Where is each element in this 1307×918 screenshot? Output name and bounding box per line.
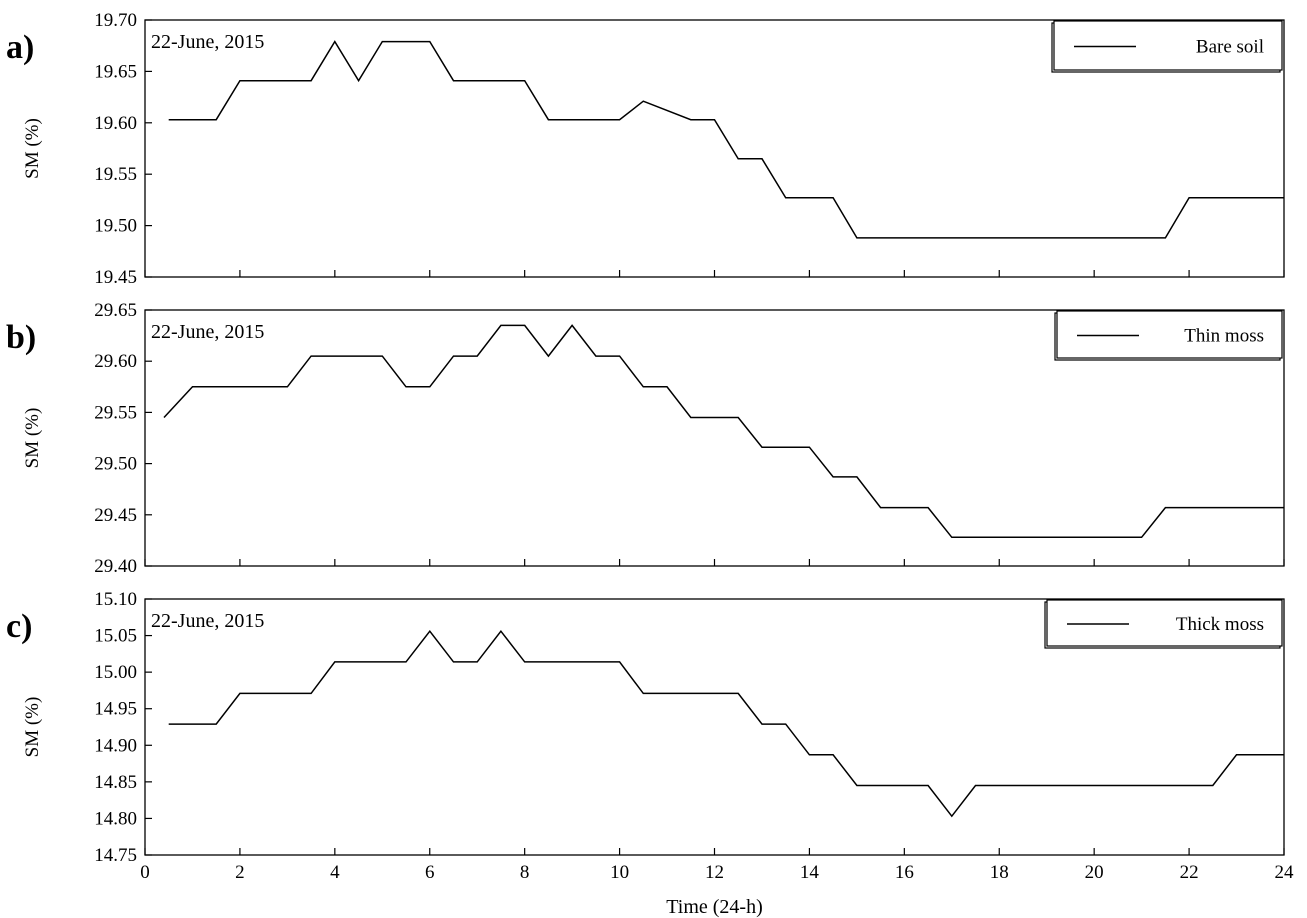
y-tick-label: 19.55 (94, 164, 137, 185)
y-axis-label: SM (%) (22, 697, 43, 758)
x-tick-label: 24 (1275, 862, 1295, 883)
y-tick-label: 14.85 (94, 772, 137, 793)
x-tick-label: 16 (895, 862, 914, 883)
y-axis-label: SM (%) (22, 408, 43, 469)
x-tick-label: 20 (1085, 862, 1104, 883)
y-axis-label: SM (%) (22, 118, 43, 179)
legend-box (1056, 310, 1283, 359)
y-tick-label: 19.50 (94, 216, 137, 237)
series-line-thick-moss (168, 629, 1284, 818)
y-tick-label: 15.00 (94, 662, 137, 683)
y-tick-label: 19.60 (94, 113, 137, 134)
y-tick-label: 14.90 (94, 735, 137, 756)
y-tick-label: 29.40 (94, 556, 137, 577)
legend-box (1046, 599, 1283, 647)
panel-label: a) (6, 29, 34, 66)
y-tick-label: 29.45 (94, 505, 137, 526)
panel-label: b) (6, 319, 36, 356)
x-tick-label: 12 (705, 862, 724, 883)
date-annotation: 22-June, 2015 (151, 321, 264, 343)
y-tick-label: 15.05 (94, 626, 137, 647)
y-tick-label: 14.80 (94, 808, 137, 829)
legend-box (1053, 20, 1283, 71)
panel-label: c) (6, 608, 32, 645)
legend-label: Bare soil (1196, 37, 1264, 58)
y-tick-label: 29.50 (94, 454, 137, 475)
x-tick-label: 6 (425, 862, 435, 883)
y-tick-label: 14.95 (94, 699, 137, 720)
x-tick-label: 0 (140, 862, 150, 883)
x-axis-label: Time (24-h) (666, 896, 762, 918)
y-tick-label: 19.70 (94, 10, 137, 31)
x-tick-label: 10 (610, 862, 629, 883)
series-line-thin-moss (163, 324, 1284, 539)
date-annotation: 22-June, 2015 (151, 31, 264, 53)
legend-label: Thick moss (1176, 614, 1264, 635)
x-tick-label: 2 (235, 862, 245, 883)
date-annotation: 22-June, 2015 (151, 610, 264, 632)
y-tick-label: 15.10 (94, 589, 137, 610)
series-line-bare-soil (168, 40, 1284, 239)
y-tick-label: 14.75 (94, 845, 137, 866)
y-tick-label: 29.55 (94, 402, 137, 423)
y-tick-label: 29.65 (94, 300, 137, 321)
legend-label: Thin moss (1184, 326, 1264, 347)
x-tick-label: 4 (330, 862, 340, 883)
y-tick-label: 19.65 (94, 61, 137, 82)
x-tick-label: 18 (990, 862, 1009, 883)
x-tick-label: 14 (800, 862, 820, 883)
y-tick-label: 29.60 (94, 351, 137, 372)
y-tick-label: 19.45 (94, 267, 137, 288)
x-tick-label: 8 (520, 862, 530, 883)
x-tick-label: 22 (1180, 862, 1199, 883)
